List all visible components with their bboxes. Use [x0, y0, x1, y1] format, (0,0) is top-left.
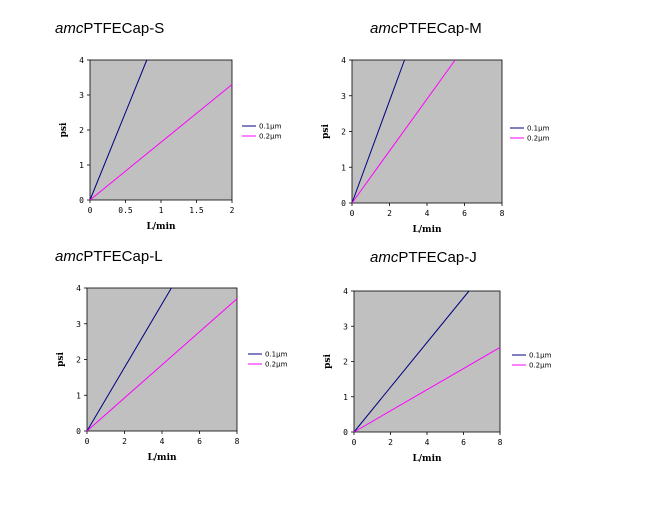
chart-title: amcPTFECap-M	[370, 20, 482, 37]
y-tick-label: 2	[79, 126, 84, 135]
chart-title: amcPTFECap-L	[55, 248, 163, 265]
x-tick-label: 0	[85, 437, 90, 446]
x-tick-label: 8	[235, 437, 240, 446]
legend: 0.1μm 0.2μm	[510, 125, 550, 143]
series-line-0	[89, 59, 148, 201]
x-tick-label: 1	[159, 206, 164, 215]
x-axis-label: L/min	[412, 454, 442, 464]
legend-label-1: 0.2μm	[527, 135, 550, 143]
y-tick-label: 2	[341, 128, 346, 137]
x-tick-label: 0	[350, 209, 355, 218]
x-tick-label: 2	[388, 438, 393, 447]
series-line-1	[89, 84, 233, 201]
x-tick-label: 2	[230, 206, 235, 215]
y-tick-label: 1	[76, 391, 81, 400]
chart-panel-2: amcPTFECap-L 0 2 4 6 8 0 1 2 3 4 L/min psi 0.1μm 0.2μm	[55, 248, 288, 463]
x-tick-label: 0.5	[118, 206, 133, 215]
x-tick-label: 4	[160, 437, 165, 446]
legend-label-0: 0.1μm	[265, 351, 288, 359]
legend: 0.1μm 0.2μm	[242, 123, 282, 141]
series-line-1	[353, 346, 501, 433]
plot-area	[351, 59, 503, 204]
y-tick-label: 1	[341, 163, 346, 172]
x-tick-label: 6	[462, 209, 467, 218]
x-tick-label: 4	[425, 438, 430, 447]
series-line-0	[353, 290, 470, 433]
y-tick-label: 3	[341, 92, 346, 101]
y-tick-label: 0	[79, 196, 84, 205]
y-tick-label: 4	[343, 287, 348, 296]
y-axis-label: psi	[321, 124, 331, 139]
x-tick-label: 0	[352, 438, 357, 447]
x-tick-label: 0	[88, 206, 93, 215]
chart-title-name: PTFECap-S	[83, 20, 164, 37]
x-axis-label: L/min	[146, 222, 176, 232]
y-tick-label: 0	[343, 428, 348, 437]
legend-label-1: 0.2μm	[265, 361, 288, 369]
x-tick-label: 8	[498, 438, 503, 447]
y-tick-label: 2	[76, 356, 81, 365]
x-axis-label: L/min	[147, 453, 177, 463]
series-line-1	[351, 59, 456, 204]
y-tick-label: 4	[79, 56, 84, 65]
y-tick-label: 0	[341, 199, 346, 208]
plot-area	[86, 287, 238, 432]
plot-area	[89, 59, 233, 201]
x-tick-label: 1.5	[189, 206, 204, 215]
chart-panel-3: amcPTFECap-J 0 2 4 6 8 0 1 2 3 4 L/min psi 0.1μm 0.2μm	[323, 249, 552, 464]
x-tick-label: 2	[387, 209, 392, 218]
y-axis-label: psi	[323, 354, 333, 369]
chart-title-name: PTFECap-L	[83, 248, 162, 265]
chart-title-name: PTFECap-J	[398, 249, 476, 266]
series-line-0	[351, 59, 405, 204]
legend: 0.1μm 0.2μm	[512, 352, 552, 370]
chart-title-prefix: amc	[370, 20, 399, 37]
y-tick-label: 3	[79, 91, 84, 100]
chart-title: amcPTFECap-S	[55, 20, 164, 37]
y-tick-label: 1	[343, 393, 348, 402]
legend-label-0: 0.1μm	[259, 123, 282, 131]
y-tick-label: 3	[76, 320, 81, 329]
y-tick-label: 4	[341, 56, 346, 65]
y-tick-label: 2	[343, 358, 348, 367]
chart-title-name: PTFECap-M	[398, 20, 481, 37]
y-axis-label: psi	[59, 122, 69, 137]
chart-title-prefix: amc	[55, 20, 84, 37]
y-tick-label: 4	[76, 284, 81, 293]
y-tick-label: 3	[343, 322, 348, 331]
legend-label-0: 0.1μm	[529, 352, 552, 360]
legend-label-1: 0.2μm	[259, 133, 282, 141]
y-tick-label: 1	[79, 161, 84, 170]
y-axis-label: psi	[56, 352, 66, 367]
series-line-0	[86, 287, 172, 432]
legend-label-0: 0.1μm	[527, 125, 550, 133]
x-tick-label: 6	[461, 438, 466, 447]
x-tick-label: 4	[425, 209, 430, 218]
chart-panel-1: amcPTFECap-M 0 2 4 6 8 0 1 2 3 4 L/min psi 0.1μm 0.2μm	[321, 20, 550, 235]
chart-title-prefix: amc	[55, 248, 84, 265]
x-axis-label: L/min	[412, 225, 442, 235]
chart-title: amcPTFECap-J	[370, 249, 477, 266]
legend-label-1: 0.2μm	[529, 362, 552, 370]
series-line-1	[86, 298, 238, 432]
y-tick-label: 0	[76, 427, 81, 436]
x-tick-label: 6	[197, 437, 202, 446]
plot-area	[353, 290, 501, 433]
chart-title-prefix: amc	[370, 249, 399, 266]
x-tick-label: 8	[500, 209, 505, 218]
x-tick-label: 2	[122, 437, 127, 446]
legend: 0.1μm 0.2μm	[248, 351, 288, 369]
